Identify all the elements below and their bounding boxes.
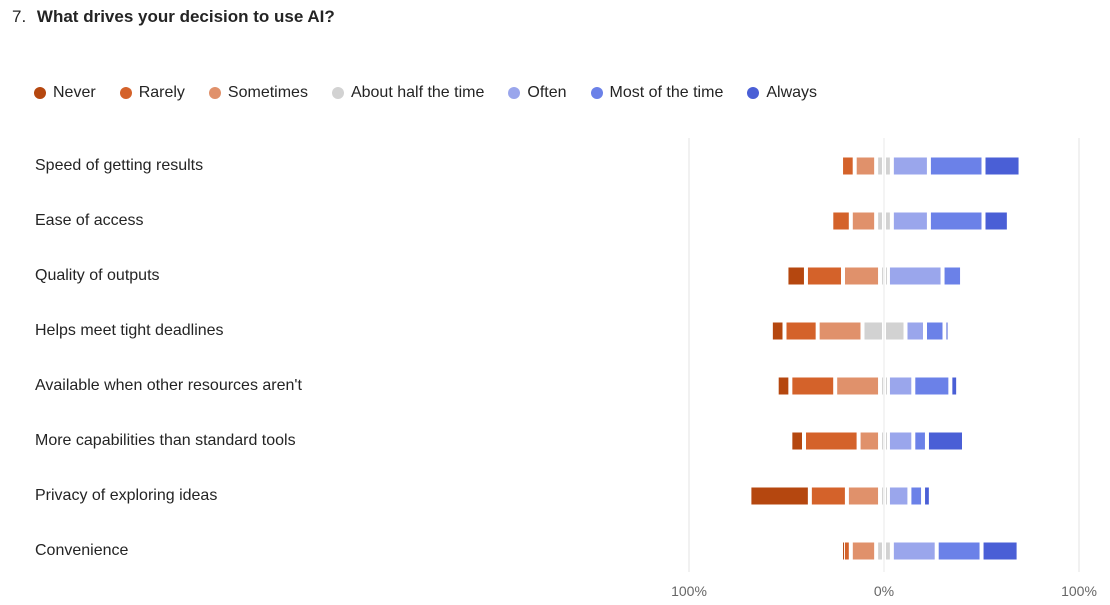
bar-segment-often <box>889 267 941 285</box>
bar-segment-sometimes <box>856 157 875 175</box>
bar-segment-rarely <box>807 267 841 285</box>
bar-segment-never <box>778 377 789 395</box>
bar-segment-most-of-the-time <box>911 487 922 505</box>
bar-segment-about-half-the-time <box>886 267 887 285</box>
bar-segment-always <box>928 432 962 450</box>
bar-segment-about-half-the-time <box>878 212 882 230</box>
bar-segment-always <box>985 212 1007 230</box>
category-label: Convenience <box>35 542 129 559</box>
x-tick-label: 100% <box>1061 583 1097 599</box>
legend-swatch <box>331 87 344 99</box>
bar-segment-about-half-the-time <box>878 542 882 560</box>
legend-item[interactable]: About half the time <box>331 84 485 102</box>
bar-segment-rarely <box>806 432 857 450</box>
legend-label: Sometimes <box>227 84 308 101</box>
bar-segment-often <box>893 542 935 560</box>
bar-segment-often <box>889 487 908 505</box>
bar-segment-about-half-the-time <box>882 267 884 285</box>
category-label: More capabilities than standard tools <box>35 432 296 449</box>
bar-segment-never <box>788 267 804 285</box>
bar-segment-rarely <box>845 542 849 560</box>
bar-segment-most-of-the-time <box>915 432 925 450</box>
bar-segment-most-of-the-time <box>938 542 980 560</box>
bar-segment-rarely <box>786 322 816 340</box>
legend-swatch <box>590 87 603 99</box>
bar-segment-about-half-the-time <box>886 487 887 505</box>
bar-segment-rarely <box>843 157 853 175</box>
question-number: 7. <box>12 7 27 26</box>
category-label: Helps meet tight deadlines <box>35 322 224 339</box>
bar-segment-always <box>946 322 948 340</box>
category-label: Quality of outputs <box>35 267 160 284</box>
bar-segment-most-of-the-time <box>927 322 943 340</box>
bar-segment-sometimes <box>860 432 879 450</box>
legend-label: Rarely <box>138 84 185 101</box>
x-tick-label: 0% <box>874 583 894 599</box>
bar-segment-never <box>772 322 783 340</box>
bar-segment-about-half-the-time <box>886 212 890 230</box>
bar-segment-always <box>952 377 957 395</box>
legend-item[interactable]: Often <box>508 84 567 102</box>
bar-segment-about-half-the-time <box>882 487 884 505</box>
bar-segment-about-half-the-time <box>886 322 904 340</box>
x-tick-label: 100% <box>671 583 707 599</box>
bar-segment-most-of-the-time <box>930 157 982 175</box>
bar-segment-always <box>983 542 1017 560</box>
bar-segment-never <box>843 542 845 560</box>
bar-segment-sometimes <box>845 267 879 285</box>
bar-segment-about-half-the-time <box>878 157 882 175</box>
category-label: Ease of access <box>35 212 144 229</box>
bar-segment-sometimes <box>852 542 875 560</box>
bar-segment-always <box>925 487 929 505</box>
bar-segment-often <box>889 432 912 450</box>
question-title: What drives your decision to use AI? <box>36 7 335 26</box>
legend-swatch <box>34 87 46 99</box>
legend-label: Most of the time <box>609 84 724 101</box>
bar-segment-about-half-the-time <box>864 322 882 340</box>
bar-segment-about-half-the-time <box>886 542 890 560</box>
bar-segment-rarely <box>833 212 849 230</box>
legend-item[interactable]: Always <box>747 84 817 102</box>
bar-segment-sometimes <box>837 377 879 395</box>
legend-label: Always <box>766 84 818 101</box>
bar-segment-often <box>893 157 927 175</box>
category-label: Available when other resources aren't <box>35 377 302 394</box>
legend-item[interactable]: Most of the time <box>590 84 724 102</box>
legend-item[interactable]: Rarely <box>119 84 185 102</box>
bar-segment-most-of-the-time <box>944 267 961 285</box>
legend-label: About half the time <box>350 84 485 101</box>
bar-segment-about-half-the-time <box>882 432 884 450</box>
bar-segment-rarely <box>811 487 845 505</box>
legend-label: Never <box>53 84 96 101</box>
legend-swatch <box>119 87 132 99</box>
bar-segment-most-of-the-time <box>915 377 949 395</box>
bar-segment-about-half-the-time <box>882 377 884 395</box>
category-label: Speed of getting results <box>35 157 204 174</box>
bar-segment-sometimes <box>819 322 861 340</box>
question-header: 7. What drives your decision to use AI? <box>12 6 335 28</box>
legend-label: Often <box>527 84 567 101</box>
bar-segment-sometimes <box>852 212 875 230</box>
bar-segment-rarely <box>792 377 834 395</box>
bar-segment-often <box>907 322 923 340</box>
bar-segment-about-half-the-time <box>886 377 887 395</box>
legend-swatch <box>508 87 521 99</box>
bar-segment-most-of-the-time <box>930 212 982 230</box>
legend-swatch <box>208 87 221 99</box>
bar-segment-about-half-the-time <box>886 157 890 175</box>
bar-segment-often <box>893 212 927 230</box>
chart-legend: Never Rarely Sometimes About half the time O… <box>34 84 841 102</box>
bar-segment-sometimes <box>848 487 879 505</box>
bar-segment-often <box>889 377 912 395</box>
category-label: Privacy of exploring ideas <box>35 487 218 504</box>
bar-segment-never <box>792 432 802 450</box>
legend-swatch <box>747 87 760 99</box>
bar-segment-never <box>751 487 808 505</box>
legend-item[interactable]: Never <box>34 84 96 102</box>
bar-segment-about-half-the-time <box>886 432 887 450</box>
bar-segment-always <box>985 157 1019 175</box>
legend-item[interactable]: Sometimes <box>208 84 308 102</box>
